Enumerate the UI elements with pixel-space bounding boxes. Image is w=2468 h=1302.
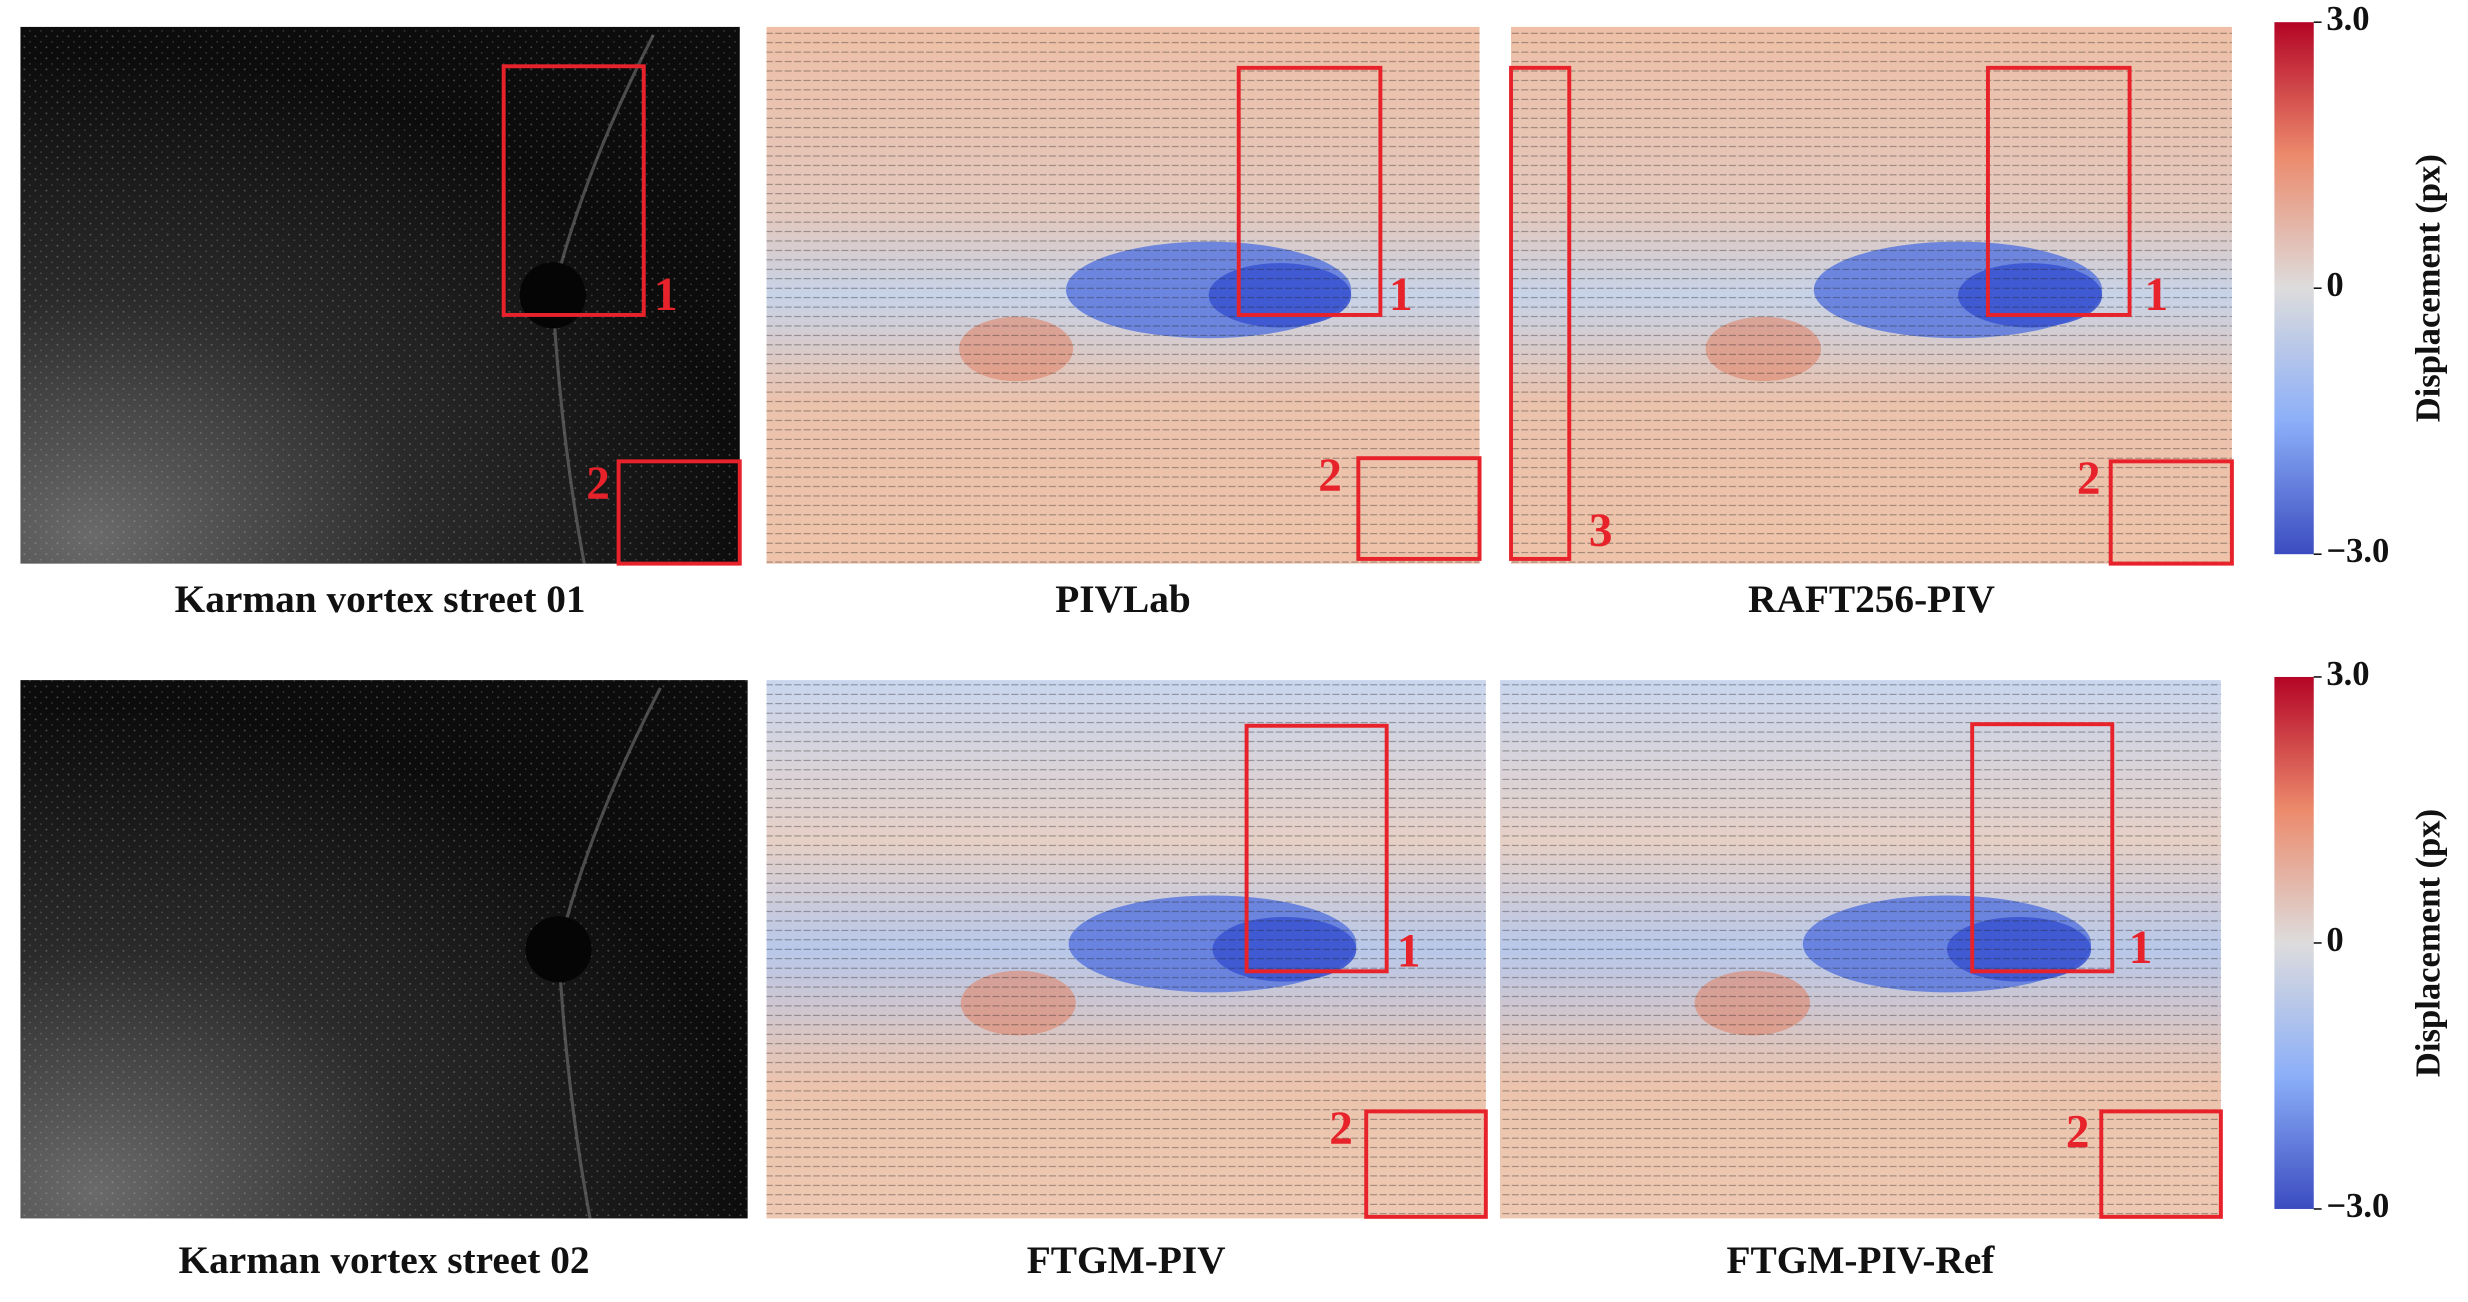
panel-caption: Karman vortex street 02 [179, 1238, 590, 1282]
box-label: 2 [1329, 1103, 1353, 1155]
cylinder [519, 262, 586, 329]
particle-speckle [20, 680, 748, 1219]
vector-arrows [766, 680, 1486, 1219]
box-label: 1 [654, 269, 678, 321]
colorbar [2274, 676, 2314, 1209]
highlight-box [1970, 722, 2115, 974]
box-label: 3 [1589, 505, 1613, 557]
box-label: 2 [2066, 1106, 2090, 1158]
panel-caption: FTGM-PIV [1027, 1238, 1226, 1282]
highlight-box [1244, 723, 1389, 974]
colorbar-label: Displacement (px) [2410, 154, 2448, 422]
colorbar-tick-label: 0 [2326, 266, 2343, 304]
vector-field [1511, 26, 2232, 564]
wake-line [551, 34, 655, 564]
colorbar [2274, 22, 2314, 555]
box-label: 2 [586, 458, 610, 510]
box-label: 2 [2077, 453, 2101, 505]
highlight-box [1985, 65, 2132, 317]
highlight-box [1236, 65, 1383, 317]
highlight-box [616, 459, 742, 566]
highlight-box [2099, 1109, 2223, 1219]
vector-field [766, 26, 1480, 564]
highlight-box [2108, 459, 2234, 566]
vector-arrows [766, 26, 1480, 564]
box-label: 1 [1389, 269, 1413, 321]
highlight-box [501, 64, 646, 317]
colorbar-tick-label: −3.0 [2326, 532, 2389, 570]
highlight-box [1356, 456, 1482, 561]
vector-arrows [1511, 26, 2232, 564]
vector-field [766, 680, 1486, 1219]
colorbar-tick-label: 3.0 [2326, 0, 2369, 38]
panel-caption: Karman vortex street 01 [175, 577, 586, 621]
highlight-box [1364, 1109, 1488, 1219]
cylinder [525, 916, 592, 983]
colorbar-label: Displacement (px) [2410, 809, 2448, 1077]
panel-caption: RAFT256-PIV [1748, 577, 1995, 621]
box-label: 1 [2145, 269, 2169, 321]
box-label: 1 [2129, 922, 2153, 974]
panel-caption: FTGM-PIV-Ref [1726, 1238, 1995, 1282]
box-label: 2 [1318, 450, 1342, 502]
particle-speckle [20, 26, 740, 564]
box-label: 1 [1397, 925, 1421, 977]
particle-image [20, 26, 740, 564]
panel-caption: PIVLab [1055, 577, 1191, 621]
wake-line [557, 687, 662, 1219]
colorbar-tick-label: 3.0 [2326, 655, 2369, 693]
colorbar-tick-label: −3.0 [2326, 1187, 2389, 1225]
particle-image [20, 680, 748, 1219]
colorbar-tick-label: 0 [2326, 921, 2343, 959]
highlight-box [1509, 65, 1572, 561]
